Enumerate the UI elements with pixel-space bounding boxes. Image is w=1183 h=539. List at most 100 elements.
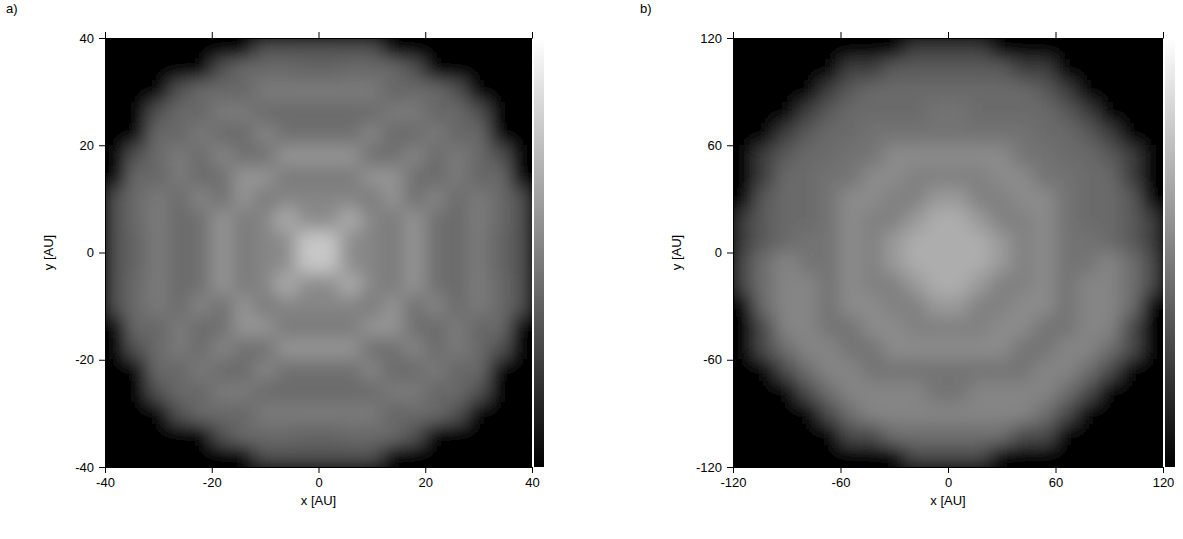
density-cell bbox=[382, 59, 404, 81]
density-cell bbox=[883, 123, 906, 145]
density-cell bbox=[297, 145, 319, 167]
density-cell bbox=[339, 445, 361, 467]
density-cell bbox=[948, 381, 971, 403]
density-cell bbox=[1120, 209, 1143, 231]
density-cell bbox=[776, 359, 799, 381]
density-cell bbox=[361, 252, 383, 274]
density-cell bbox=[1098, 359, 1121, 381]
density-cell bbox=[510, 209, 532, 231]
density-cell bbox=[1098, 231, 1121, 253]
density-cell bbox=[510, 316, 532, 338]
density-cell bbox=[233, 80, 255, 102]
density-cell bbox=[733, 273, 755, 295]
density-cell bbox=[403, 102, 425, 124]
tick-label: -40 bbox=[75, 460, 94, 475]
density-cell bbox=[1077, 231, 1100, 253]
density-cell bbox=[382, 445, 404, 467]
axis-line bbox=[734, 38, 1164, 39]
density-cell bbox=[169, 445, 191, 467]
tick-mark bbox=[948, 32, 949, 38]
tick-mark bbox=[733, 32, 734, 38]
density-cell bbox=[467, 145, 489, 167]
density-cell bbox=[126, 338, 148, 360]
density-cell bbox=[446, 80, 468, 102]
density-cell bbox=[1120, 102, 1143, 124]
density-cell bbox=[754, 316, 777, 338]
density-cell bbox=[819, 145, 842, 167]
density-cell bbox=[819, 424, 842, 446]
density-cell bbox=[361, 123, 383, 145]
density-cell bbox=[467, 231, 489, 253]
density-cell bbox=[297, 445, 319, 467]
density-cell bbox=[862, 166, 885, 188]
density-cell bbox=[819, 123, 842, 145]
density-cell bbox=[1055, 38, 1078, 60]
density-cell bbox=[776, 338, 799, 360]
density-cell bbox=[905, 445, 928, 467]
density-cell bbox=[275, 123, 297, 145]
tick: 0 bbox=[715, 245, 733, 260]
density-cell bbox=[883, 145, 906, 167]
density-cell bbox=[948, 252, 971, 274]
density-cell bbox=[382, 295, 404, 317]
density-cell bbox=[1077, 273, 1100, 295]
tick-mark bbox=[841, 467, 842, 473]
density-cell bbox=[840, 166, 863, 188]
density-cell bbox=[862, 295, 885, 317]
density-cell bbox=[1120, 123, 1143, 145]
density-cell bbox=[446, 381, 468, 403]
density-cell bbox=[1012, 80, 1035, 102]
density-cell bbox=[233, 102, 255, 124]
density-cell bbox=[1055, 59, 1078, 81]
density-cell bbox=[948, 273, 971, 295]
density-cell bbox=[147, 80, 169, 102]
density-cell bbox=[1055, 123, 1078, 145]
density-cell bbox=[339, 166, 361, 188]
density-cell bbox=[254, 102, 276, 124]
density-cell bbox=[1098, 316, 1121, 338]
density-cell bbox=[1012, 145, 1035, 167]
density-cell bbox=[446, 59, 468, 81]
density-cell bbox=[318, 273, 340, 295]
density-cell bbox=[883, 273, 906, 295]
density-cell bbox=[754, 59, 777, 81]
density-cell bbox=[754, 295, 777, 317]
density-cell bbox=[211, 188, 233, 210]
axis-line bbox=[733, 39, 734, 468]
tick-mark bbox=[212, 467, 213, 473]
tick: 120 bbox=[700, 31, 733, 46]
density-cell bbox=[446, 402, 468, 424]
density-cell bbox=[1141, 145, 1163, 167]
colorbar bbox=[534, 38, 544, 467]
density-cell bbox=[297, 316, 319, 338]
density-cell bbox=[126, 402, 148, 424]
density-cell bbox=[190, 166, 212, 188]
density-cell bbox=[169, 424, 191, 446]
density-cell bbox=[819, 102, 842, 124]
density-cell bbox=[105, 145, 127, 167]
density-cell bbox=[318, 59, 340, 81]
density-cell bbox=[840, 145, 863, 167]
density-cell bbox=[754, 273, 777, 295]
density-cell bbox=[510, 102, 532, 124]
density-cell bbox=[1141, 402, 1163, 424]
density-cell bbox=[733, 59, 755, 81]
density-cell bbox=[425, 273, 447, 295]
density-cell bbox=[1055, 166, 1078, 188]
density-cell bbox=[1141, 123, 1163, 145]
density-cell bbox=[105, 252, 127, 274]
density-cell bbox=[489, 381, 511, 403]
density-cell bbox=[297, 295, 319, 317]
density-cell bbox=[926, 316, 949, 338]
density-cell bbox=[1034, 145, 1057, 167]
density-cell bbox=[403, 80, 425, 102]
density-cell bbox=[1034, 59, 1057, 81]
density-cell bbox=[1077, 424, 1100, 446]
density-cell bbox=[339, 145, 361, 167]
density-cell bbox=[1034, 123, 1057, 145]
density-cell bbox=[126, 59, 148, 81]
density-cell bbox=[948, 338, 971, 360]
density-cell bbox=[948, 209, 971, 231]
density-cell bbox=[361, 80, 383, 102]
density-cell bbox=[382, 338, 404, 360]
